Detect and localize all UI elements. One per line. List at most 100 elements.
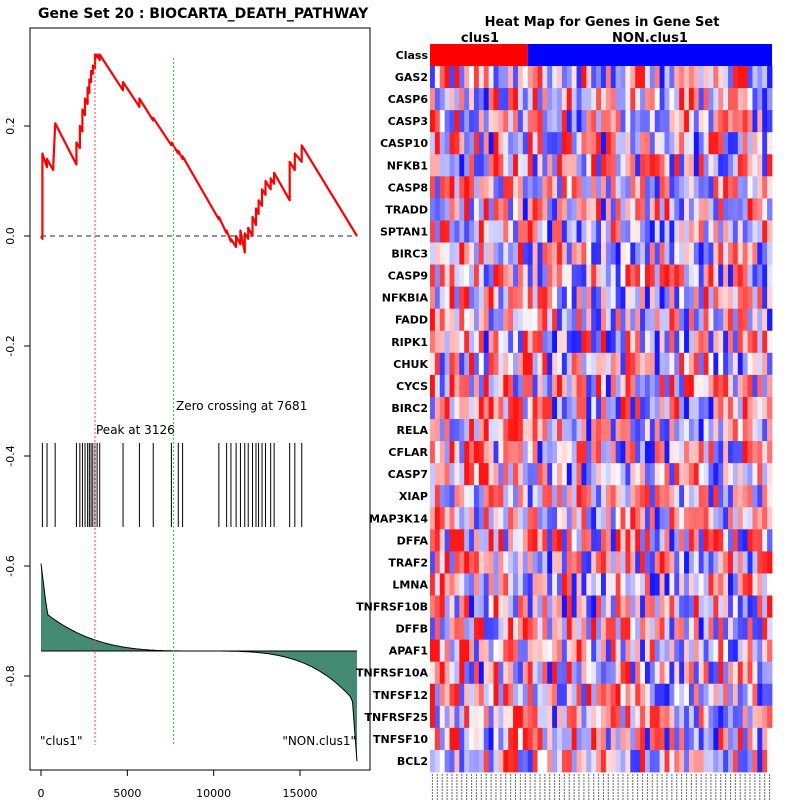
heatmap-cell <box>430 308 436 332</box>
heatmap-cell <box>566 352 573 376</box>
heatmap-cell <box>649 352 656 376</box>
heatmap-cell <box>757 110 763 133</box>
heatmap-cell <box>747 529 753 552</box>
gene-label: TRADD <box>385 203 428 216</box>
heatmap-cell <box>557 683 563 707</box>
heatmap-cell <box>752 308 758 332</box>
heatmap-cell <box>459 639 465 663</box>
heatmap-cell <box>493 441 499 464</box>
heatmap-cell <box>557 463 563 486</box>
heatmap-cell <box>449 330 455 354</box>
heatmap-cell <box>630 419 636 442</box>
heatmap-cell <box>698 639 704 663</box>
heatmap-cell <box>684 132 690 155</box>
heatmap-cell <box>688 419 695 442</box>
heatmap-cell <box>610 441 617 464</box>
heatmap-cell <box>644 374 651 398</box>
heatmap-cell <box>693 485 700 508</box>
heatmap-cell <box>708 132 714 155</box>
heatmap-cell <box>430 286 436 310</box>
heatmap-cell <box>752 154 758 177</box>
heatmap-cell <box>703 308 709 332</box>
heatmap-cell <box>752 551 758 574</box>
heatmap-cell <box>454 374 460 398</box>
heatmap-cell <box>747 242 753 265</box>
heatmap-cell <box>542 573 548 596</box>
heatmap-cell <box>620 198 626 221</box>
heatmap-cell <box>757 308 763 332</box>
heatmap-cell <box>615 242 621 265</box>
heatmap-cell <box>464 573 470 596</box>
heatmap-cell <box>728 617 734 641</box>
heatmap-cell <box>513 242 519 265</box>
heatmap-cell <box>596 330 602 354</box>
heatmap-cell <box>728 573 734 596</box>
heatmap-cell <box>742 88 748 111</box>
heatmap-cell <box>615 507 621 530</box>
heatmap-cell <box>649 639 656 663</box>
heatmap-cell <box>527 374 533 398</box>
heatmap-cell <box>747 286 753 310</box>
heatmap-cell <box>513 595 519 618</box>
heatmap-cell <box>478 617 485 641</box>
heatmap-cell <box>679 441 685 464</box>
heatmap-cell <box>615 573 621 596</box>
heatmap-cell <box>439 308 446 332</box>
heatmap-cell <box>644 220 651 243</box>
heatmap-cell <box>444 419 450 442</box>
heatmap-cell <box>640 595 646 618</box>
heatmap-cell <box>581 286 587 310</box>
heatmap-cell <box>752 66 758 89</box>
heatmap-cell <box>664 286 670 310</box>
heatmap-cell <box>571 639 577 663</box>
heatmap-cell <box>669 595 675 618</box>
heatmap-cell <box>659 176 665 199</box>
heatmap-cell <box>762 573 768 596</box>
heatmap-cell <box>703 352 709 376</box>
heatmap-cell <box>708 551 714 574</box>
heatmap-cell <box>688 485 695 508</box>
heatmap-cell <box>742 441 748 464</box>
heatmap-cell <box>522 419 529 442</box>
heatmap-cell <box>591 727 597 751</box>
heatmap-cell <box>688 595 695 618</box>
heatmap-cell <box>473 419 480 442</box>
heatmap-cell <box>483 727 490 751</box>
heatmap-cell <box>532 242 538 265</box>
heatmap-cell <box>625 132 631 155</box>
heatmap-cell <box>439 176 446 199</box>
heatmap-cell <box>547 683 553 707</box>
heatmap-cell <box>586 110 592 133</box>
heatmap-cell <box>493 242 499 265</box>
heatmap-cell <box>517 617 524 641</box>
heatmap-cell <box>498 352 504 376</box>
heatmap-cell <box>434 441 441 464</box>
heatmap-cell <box>605 727 612 751</box>
heatmap-cell <box>522 352 529 376</box>
heatmap-cell <box>732 242 739 265</box>
heatmap-cell <box>762 110 768 133</box>
heatmap-cell <box>708 529 714 552</box>
heatmap-cell <box>610 573 617 596</box>
heatmap-cell <box>674 485 680 508</box>
heatmap-cell <box>444 727 450 751</box>
heatmap-cell <box>732 595 739 618</box>
heatmap-cell <box>669 264 675 288</box>
heatmap-cell <box>547 705 553 729</box>
heatmap-cell <box>752 176 758 199</box>
heatmap-cell <box>561 507 568 530</box>
heatmap-cell <box>664 242 670 265</box>
heatmap-cell <box>478 463 485 486</box>
heatmap-cell <box>439 595 446 618</box>
heatmap-cell <box>566 485 573 508</box>
heatmap-cell <box>493 88 499 111</box>
heatmap-cell <box>752 529 758 552</box>
heatmap-cell <box>703 220 709 243</box>
heatmap-cell <box>742 220 748 243</box>
heatmap-cell <box>659 639 665 663</box>
heatmap-cell <box>644 551 651 574</box>
heatmap-cell <box>674 639 680 663</box>
heatmap-cell <box>718 286 724 310</box>
heatmap-cell <box>674 419 680 442</box>
heatmap-cell <box>498 242 504 265</box>
